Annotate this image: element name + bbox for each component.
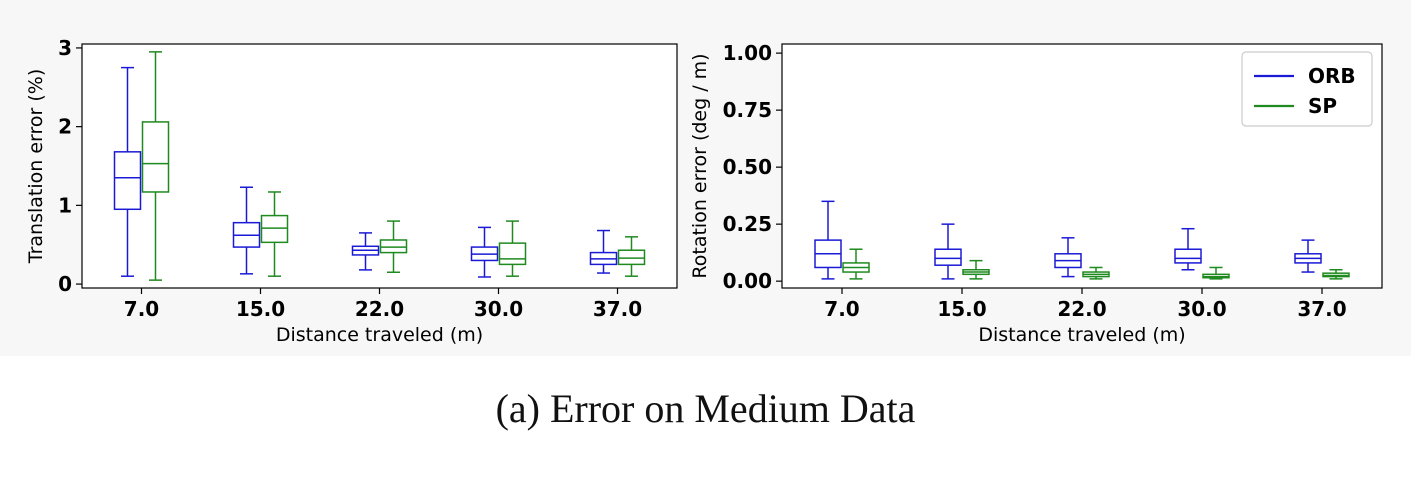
chart-panel-2: 0.00 0.25 0.50 0.75 1.00 7.0 15.0 22.0 30.0 37.0 D… [689,41,1383,346]
box-sp-7.0 [141,51,170,281]
y-tick-label: 1 [58,193,72,217]
x-tick-label: 15.0 [236,297,285,321]
y-tick-label: 2 [58,115,72,139]
box-iqr [617,249,646,266]
box-sp-30.0 [1202,266,1230,280]
x-tick-label: 22.0 [1057,297,1106,321]
box-sp-30.0 [498,220,527,277]
box-orb-15.0 [934,223,962,280]
y-tick-label: 0.25 [723,212,772,236]
x-tick-label: 37.0 [1297,297,1346,321]
box-orb-30.0 [470,226,499,278]
box-orb-30.0 [1174,227,1202,271]
box-sp-7.0 [842,248,870,280]
box-orb-37.0 [589,229,618,274]
box-sp-37.0 [617,236,646,277]
y-tick-label: 0.50 [723,155,772,179]
box-orb-37.0 [1294,239,1322,273]
box-iqr [379,239,408,254]
x-tick-label: 30.0 [474,297,523,321]
box-orb-7.0 [113,66,142,277]
x-tick-label: 7.0 [824,297,859,321]
box-sp-22.0 [1082,266,1110,280]
y-tick-label: 0.00 [723,269,772,293]
box-sp-37.0 [1322,269,1350,280]
x-axis-label: Distance traveled (m) [978,324,1185,346]
x-tick-label: 15.0 [937,297,986,321]
box-sp-15.0 [962,259,990,280]
x-axis-label: Distance traveled (m) [276,324,483,346]
box-sp-15.0 [260,191,289,277]
y-tick-label: 0 [58,272,72,296]
box-iqr [141,121,170,193]
box-orb-15.0 [232,186,261,275]
box-orb-22.0 [351,232,380,271]
x-tick-label: 37.0 [593,297,642,321]
box-orb-22.0 [1054,237,1082,278]
y-axis-label: Translation error (%) [25,69,47,264]
y-tick-label: 0.75 [723,98,772,122]
box-sp-22.0 [379,220,408,274]
y-tick-label: 3 [58,36,72,60]
box-iqr [260,214,289,244]
legend-label-orb: ORB [1308,64,1356,88]
box-iqr [934,248,962,266]
x-tick-label: 7.0 [124,297,159,321]
y-axis-label: Rotation error (deg / m) [689,53,711,278]
figure-caption: (a) Error on Medium Data [495,386,916,431]
legend-label-sp: SP [1308,94,1337,118]
y-tick-label: 1.00 [723,41,772,65]
x-tick-label: 30.0 [1177,297,1226,321]
box-iqr [498,242,527,266]
legend: ORB SP [1241,51,1373,127]
legend-frame [1241,51,1373,127]
box-iqr [113,151,142,211]
x-tick-label: 22.0 [355,297,404,321]
box-orb-7.0 [814,200,842,280]
box-iqr [1174,248,1202,264]
plot-area [81,43,678,289]
